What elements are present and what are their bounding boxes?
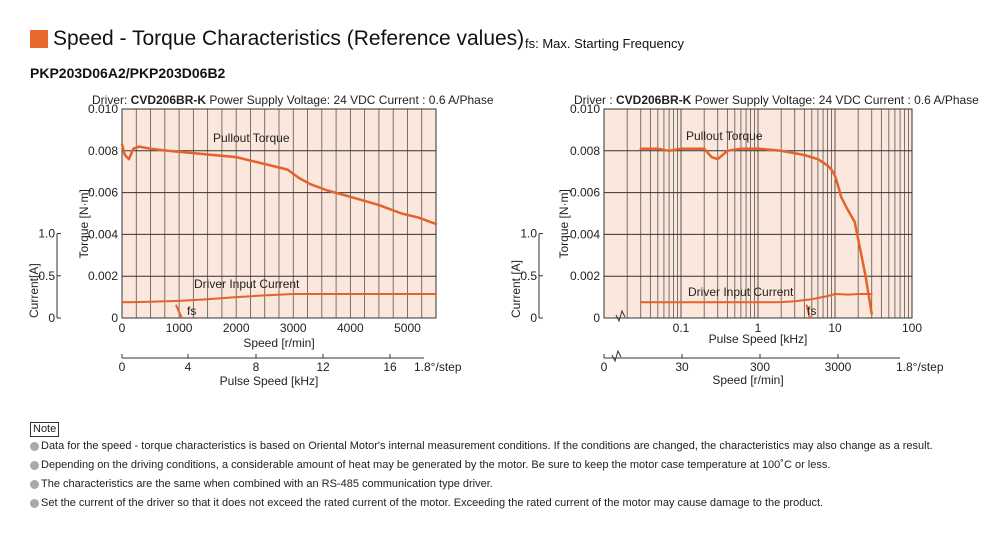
y-tick-label: 0 [593,311,600,325]
series-label-driver-input-current: Driver Input Current [194,277,300,291]
secondary-unit-label: 1.8°/step [896,360,944,374]
current-tick-label: 1.0 [38,227,55,241]
series-label-fs: fs [187,304,196,318]
series-label-driver-input-current: Driver Input Current [688,285,794,299]
series-line-pullout-torque [120,143,438,226]
current-tick-label: 0 [530,311,537,325]
chart-info-line: Driver: CVD206BR-K Power Supply Voltage:… [92,93,494,107]
x-tick-label: 0.1 [673,321,690,335]
secondary-tick-label: 3000 [825,360,852,374]
note-item: Data for the speed - torque characterist… [30,437,990,456]
x-tick-label: 1000 [166,321,193,335]
x-tick-label: 2000 [223,321,250,335]
x-tick-label: 1 [755,321,762,335]
series-label-fs: fs [807,304,816,318]
charts-canvas: Driver: CVD206BR-K Power Supply Voltage:… [27,93,979,388]
x-tick-label: 3000 [280,321,307,335]
page-title: Speed - Torque Characteristics (Referenc… [53,27,525,50]
secondary-tick-label: 30 [675,360,689,374]
secondary-unit-label: 1.8°/step [414,360,462,374]
y-tick-label: 0.006 [88,186,118,200]
series-label-pullout-torque: Pullout Torque [686,129,763,143]
chart-info-line: Driver : CVD206BR-K Power Supply Voltage… [574,93,979,107]
series-line-driver-input-current [639,293,873,304]
y-tick-label: 0.002 [88,269,118,283]
x-tick-label: 5000 [394,321,421,335]
y-tick-label: 0 [111,311,118,325]
series-line-driver-input-current [121,293,437,304]
series-line-fs [805,304,811,319]
y-axis-label: Torque [N·m] [557,189,571,258]
y-tick-label: 0.010 [570,102,600,116]
series-line-pullout-torque [639,147,873,316]
secondary-tick-label: 4 [185,360,192,374]
notes-list: Data for the speed - torque characterist… [30,437,990,513]
axis-break-mark [611,349,622,363]
x-axis-label: Pulse Speed [kHz] [709,332,808,346]
secondary-tick-label: 16 [383,360,397,374]
secondary-tick-label: 300 [750,360,770,374]
x-tick-label: 100 [902,321,922,335]
note-item: Set the current of the driver so that it… [30,494,990,513]
current-tick-label: 0 [48,311,55,325]
current-tick-label: 0.5 [38,269,55,283]
secondary-tick-label: 12 [316,360,330,374]
series-label-pullout-torque: Pullout Torque [213,131,290,145]
current-tick-label: 0.5 [520,269,537,283]
note-item: The characteristics are the same when co… [30,475,990,494]
x-tick-label: 10 [828,321,842,335]
y-tick-label: 0.008 [570,144,600,158]
secondary-axis-label: Pulse Speed [kHz] [220,374,319,388]
note-tag: Note [30,422,60,437]
y-tick-label: 0.004 [570,227,600,241]
secondary-tick-label: 8 [253,360,260,374]
secondary-axis-label: Speed [r/min] [712,373,783,387]
y-tick-label: 0.004 [88,227,118,241]
note-item: Depending on the driving conditions, a c… [30,456,990,475]
header-accent-box [30,30,48,48]
current-axis-label: Current[A] [27,263,41,318]
x-tick-label: 4000 [337,321,364,335]
x-axis-label: Speed [r/min] [243,336,314,350]
secondary-tick-label: 0 [119,360,126,374]
y-tick-label: 0.010 [88,102,118,116]
x-tick-label: 0 [119,321,126,335]
y-tick-label: 0.002 [570,269,600,283]
y-axis-label: Torque [N·m] [77,189,91,258]
current-tick-label: 1.0 [520,227,537,241]
current-axis-label: Current [A] [509,260,523,318]
axis-break-mark [615,309,626,323]
secondary-tick-label: 0 [601,360,608,374]
y-tick-label: 0.008 [88,144,118,158]
model-number: PKP203D06A2/PKP203D06B2 [30,65,226,81]
y-tick-label: 0.006 [570,186,600,200]
page-subtitle: fs: Max. Starting Frequency [525,36,684,51]
series-line-fs [175,304,183,319]
